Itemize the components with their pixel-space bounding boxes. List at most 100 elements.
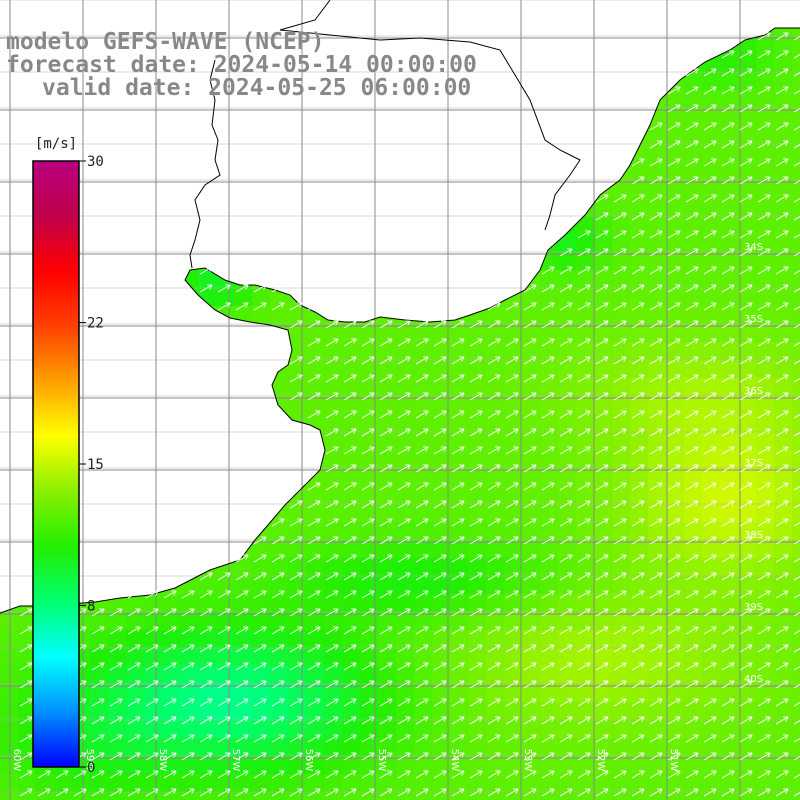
- wind-speed-cell: [738, 144, 757, 163]
- wind-speed-cell: [630, 612, 649, 631]
- wind-speed-cell: [612, 270, 631, 289]
- wind-speed-cell: [90, 648, 109, 667]
- wind-speed-cell: [630, 720, 649, 739]
- wind-arrow: [721, 392, 735, 401]
- wind-speed-cell: [378, 630, 397, 649]
- wind-speed-cell: [756, 630, 775, 649]
- colorbar-tick-label: 15: [87, 457, 104, 473]
- wind-speed-cell: [792, 414, 800, 433]
- wind-speed-cell: [18, 666, 37, 685]
- wind-speed-cell: [324, 738, 343, 757]
- wind-arrow: [253, 302, 267, 311]
- wind-speed-cell: [378, 558, 397, 577]
- wind-arrow: [739, 464, 753, 473]
- wind-speed-cell: [234, 594, 253, 613]
- wind-speed-cell: [756, 468, 775, 487]
- wind-speed-cell: [612, 720, 631, 739]
- wind-speed-cell: [306, 378, 325, 397]
- wind-arrow: [631, 176, 645, 185]
- wind-speed-cell: [378, 522, 397, 541]
- wind-speed-cell: [576, 648, 595, 667]
- wind-arrow: [757, 356, 771, 365]
- wind-arrow: [685, 212, 699, 221]
- wind-speed-cell: [594, 396, 613, 415]
- wind-arrow: [703, 428, 717, 437]
- wind-arrow: [757, 428, 771, 437]
- wind-speed-cell: [702, 576, 721, 595]
- wind-speed-cell: [774, 666, 793, 685]
- wind-speed-cell: [702, 360, 721, 379]
- wind-speed-cell: [666, 504, 685, 523]
- wind-speed-cell: [792, 36, 800, 55]
- wind-speed-cell: [684, 72, 703, 91]
- wind-speed-cell: [720, 612, 739, 631]
- wind-speed-cell: [162, 612, 181, 631]
- wind-speed-cell: [792, 666, 800, 685]
- wind-speed-cell: [702, 666, 721, 685]
- wind-speed-cell: [450, 594, 469, 613]
- wind-speed-cell: [396, 576, 415, 595]
- wind-speed-cell: [378, 540, 397, 559]
- wind-speed-cell: [234, 666, 253, 685]
- wind-speed-cell: [702, 522, 721, 541]
- wind-speed-cell: [684, 486, 703, 505]
- wind-arrow: [667, 266, 681, 275]
- wind-speed-cell: [540, 504, 559, 523]
- wind-speed-cell: [540, 522, 559, 541]
- wind-speed-cell: [756, 198, 775, 217]
- wind-arrow: [559, 428, 573, 437]
- wind-speed-cell: [90, 756, 109, 775]
- wind-speed-cell: [270, 306, 289, 325]
- wind-speed-cell: [270, 378, 289, 397]
- wind-speed-cell: [738, 234, 757, 253]
- wind-speed-cell: [198, 774, 217, 793]
- wind-speed-cell: [612, 342, 631, 361]
- wind-arrow: [703, 392, 717, 401]
- wind-speed-cell: [396, 432, 415, 451]
- wind-speed-cell: [756, 774, 775, 793]
- wind-speed-cell: [738, 252, 757, 271]
- wind-speed-cell: [720, 792, 739, 800]
- wind-speed-cell: [792, 378, 800, 397]
- wind-arrow: [721, 230, 735, 239]
- wind-speed-cell: [414, 504, 433, 523]
- wind-speed-cell: [702, 720, 721, 739]
- wind-speed-cell: [342, 576, 361, 595]
- wind-speed-cell: [702, 342, 721, 361]
- wind-arrow: [703, 374, 717, 383]
- wind-speed-cell: [720, 90, 739, 109]
- wind-speed-cell: [270, 594, 289, 613]
- wind-speed-cell: [504, 666, 523, 685]
- wind-speed-cell: [792, 450, 800, 469]
- wind-speed-cell: [414, 432, 433, 451]
- wind-speed-cell: [720, 540, 739, 559]
- wind-speed-cell: [198, 576, 217, 595]
- wind-speed-cell: [666, 144, 685, 163]
- wind-arrow: [757, 410, 771, 419]
- wind-arrow: [667, 338, 681, 347]
- wind-speed-cell: [774, 396, 793, 415]
- wind-speed-cell: [234, 738, 253, 757]
- wind-speed-cell: [540, 774, 559, 793]
- wind-speed-cell: [774, 252, 793, 271]
- wind-arrow: [397, 320, 411, 329]
- wind-arrow: [469, 446, 483, 455]
- wind-speed-cell: [756, 378, 775, 397]
- wind-arrow: [217, 302, 231, 311]
- wind-arrow: [523, 482, 537, 491]
- lon-label: 57W: [230, 749, 241, 772]
- wind-speed-cell: [720, 432, 739, 451]
- wind-speed-cell: [162, 630, 181, 649]
- wind-speed-cell: [306, 594, 325, 613]
- wind-arrow: [721, 104, 735, 113]
- wind-speed-cell: [18, 684, 37, 703]
- wind-speed-cell: [216, 702, 235, 721]
- wind-arrow: [559, 302, 573, 311]
- wind-speed-cell: [396, 486, 415, 505]
- wind-speed-cell: [738, 342, 757, 361]
- wind-speed-cell: [396, 342, 415, 361]
- wind-speed-cell: [0, 684, 19, 703]
- wind-speed-cell: [720, 306, 739, 325]
- wind-speed-cell: [684, 648, 703, 667]
- wind-speed-cell: [504, 648, 523, 667]
